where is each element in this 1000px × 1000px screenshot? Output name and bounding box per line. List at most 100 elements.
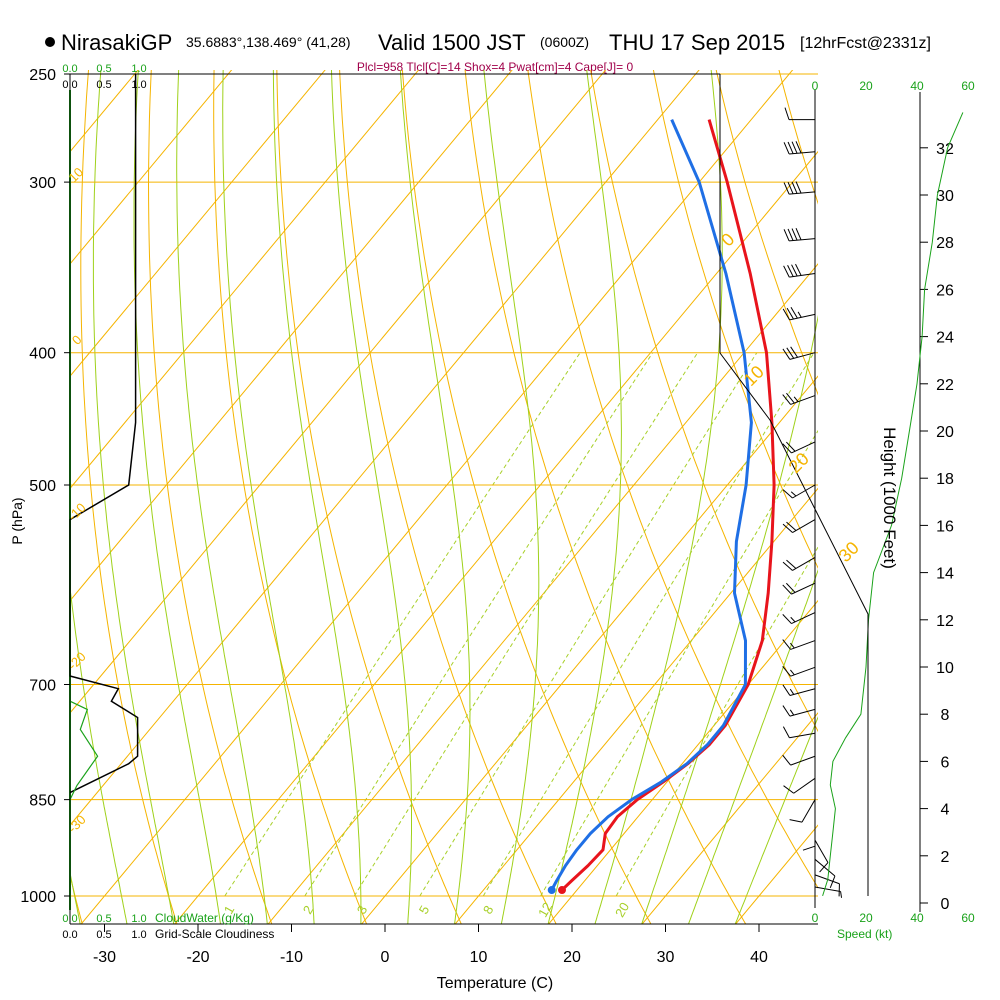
- barb-flag: [782, 308, 790, 321]
- barb-flag: [782, 665, 791, 677]
- speed-top-tick: 0: [812, 79, 819, 93]
- barb-shaft: [791, 612, 816, 624]
- pressure-tick-label: 300: [29, 175, 56, 192]
- moist-adiabat-line: [687, 568, 818, 924]
- height-tick-label: 12: [936, 613, 954, 630]
- wind-barb: [782, 392, 816, 405]
- barb-shaft: [792, 519, 816, 533]
- wind-barb: [782, 639, 816, 650]
- barb-shaft: [789, 688, 816, 696]
- barb-flag: [786, 521, 797, 531]
- barb-flag: [791, 181, 798, 194]
- stability-indices: Plcl=958 Tlcl[C]=14 Shox=4 Pwat[cm]=4 Ca…: [357, 60, 634, 74]
- temperature-tick-label: -30: [93, 949, 116, 966]
- dry-adiabat-label: -10: [65, 500, 89, 524]
- wind-barb: [789, 799, 816, 823]
- isotherm-line: [70, 70, 326, 377]
- mixing-ratio-label: 3: [354, 903, 371, 917]
- barb-flag: [783, 785, 794, 794]
- wind-barb: [783, 263, 816, 278]
- temperature-tick-label: 30: [657, 949, 675, 966]
- mixing-ratio-label: 20: [612, 900, 632, 920]
- barb-flag: [786, 392, 795, 404]
- dry-adiabat-line: [652, 70, 818, 569]
- barb-flag: [790, 307, 798, 319]
- height-tick-label: 0: [941, 896, 950, 913]
- wind-barb: [783, 228, 816, 242]
- barb-shaft: [793, 777, 816, 794]
- barb-flag: [786, 559, 797, 569]
- barb-flag: [786, 582, 796, 593]
- wind-barb: [782, 665, 816, 677]
- speed-bottom-tick: 20: [859, 911, 873, 925]
- moist-adiabat-line: [222, 70, 315, 924]
- dry-adiabat-line: [986, 0, 1000, 925]
- height-tick-label: 10: [936, 660, 954, 677]
- height-tick-label: 26: [936, 282, 954, 299]
- pressure-tick-label: 500: [29, 478, 56, 495]
- barb-shaft: [814, 858, 836, 877]
- barb-shaft: [789, 352, 816, 360]
- wind-barb: [782, 557, 816, 571]
- wind-barb: [814, 886, 843, 898]
- temperature-profile: [560, 119, 776, 892]
- temperature-tick-label: -10: [280, 949, 303, 966]
- barb-half-flag: [789, 688, 795, 695]
- cloudiness-bottom-tick: 0.0: [62, 929, 77, 941]
- barb-shaft: [790, 755, 816, 766]
- speed-bottom-tick: 40: [910, 911, 924, 925]
- wind-barb: [782, 726, 816, 739]
- barb-flag: [786, 441, 796, 452]
- barb-shaft: [789, 732, 816, 739]
- y-axis-title: P (hPa): [9, 497, 25, 544]
- dry-adiabat-line: [590, 70, 818, 733]
- height-tick-label: 32: [936, 141, 954, 158]
- dry-adiabat-line: [276, 70, 462, 924]
- wind-barb: [784, 107, 815, 121]
- barb-shaft: [792, 484, 816, 499]
- diagram-boundary: [719, 74, 869, 896]
- wind-barb: [783, 141, 816, 155]
- barb-flag: [789, 819, 803, 823]
- barb-flag: [782, 489, 793, 499]
- dry-adiabat-line: [527, 70, 818, 889]
- barb-flag: [784, 107, 790, 120]
- barb-flag: [782, 754, 791, 766]
- moist-adiabat-line: [399, 70, 471, 924]
- dry-adiabat-line: [401, 70, 652, 924]
- barb-flag: [787, 141, 794, 154]
- height-tick-label: 22: [936, 377, 954, 394]
- wind-barb: [782, 441, 816, 454]
- cloud-water-top-tick: 0.5: [96, 63, 111, 75]
- x-axis-title: Temperature (C): [437, 975, 553, 992]
- station-name: NirasakiGP: [61, 30, 172, 55]
- barb-shaft: [792, 557, 816, 571]
- barb-shaft: [789, 708, 816, 717]
- barb-half-flag: [790, 669, 795, 676]
- height-tick-label: 30: [936, 188, 954, 205]
- moist-adiabat-line: [272, 70, 362, 924]
- cloudiness-bottom-tick: 1.0: [131, 929, 146, 941]
- dry-adiabat-label: 30: [835, 538, 863, 566]
- dry-adiabat-line: [927, 0, 1000, 925]
- speed-top-tick: 20: [859, 79, 873, 93]
- barb-shaft: [801, 799, 816, 823]
- barb-flag: [782, 614, 792, 624]
- valid-time: Valid 1500 JST: [378, 30, 526, 55]
- wind-barb: [782, 484, 816, 499]
- barb-shaft: [789, 238, 816, 242]
- barb-flag: [795, 228, 802, 241]
- barb-half-flag: [790, 642, 795, 649]
- barb-shaft: [790, 666, 816, 677]
- speed-bottom-tick: 60: [961, 911, 975, 925]
- cloudiness-profile: [69, 74, 139, 794]
- height-tick-label: 8: [941, 707, 950, 724]
- dry-adiabat-line: [80, 70, 178, 924]
- forecast-tag: [12hrFcst@2331z]: [800, 35, 931, 52]
- height-axis-title: Height (1000 Feet): [880, 427, 899, 569]
- moist-adiabat-line: [133, 70, 222, 924]
- mixing-ratio-line: [353, 352, 699, 897]
- pressure-tick-label: 1000: [20, 889, 56, 906]
- barb-flag: [782, 348, 791, 360]
- barb-flag: [783, 142, 790, 155]
